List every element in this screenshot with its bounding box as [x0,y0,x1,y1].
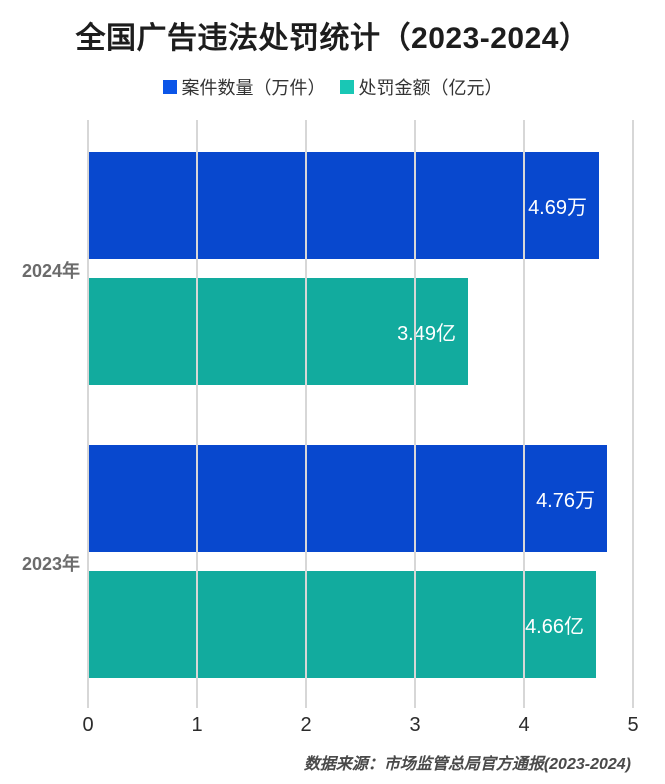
legend-label-fines: 处罚金额（亿元） [358,78,503,98]
x-tick-label-4: 4 [518,714,530,736]
bar-value-label: 4.69万 [528,197,587,219]
x-tick-label-0: 0 [82,714,94,736]
bar-value-label: 4.66亿 [525,616,584,638]
bar-value-label: 4.76万 [536,490,595,512]
x-tick-label-5: 5 [627,714,639,736]
x-tick-label-1: 1 [191,714,203,736]
gridline-x5 [632,120,634,708]
category-label-2023年: 2023年 [21,554,80,574]
legend-label-cases: 案件数量（万件） [181,78,326,98]
bar-value-label: 3.49亿 [397,323,456,345]
chart-title: 全国广告违法处罚统计（2023-2024） [75,22,590,55]
category-label-2024年: 2024年 [21,261,80,281]
x-tick-label-2: 2 [300,714,312,736]
legend-swatch-cases-icon [162,80,177,94]
bar-2023年-series1: 4.66亿 [88,571,596,678]
legend-item-cases: 案件数量（万件） [162,74,326,100]
legend-item-fines: 处罚金额（亿元） [339,74,503,100]
bar-2023年-series0: 4.76万 [88,445,607,552]
bar-2024年-series1: 3.49亿 [88,278,468,385]
legend: 案件数量（万件） 处罚金额（亿元） [0,74,665,100]
source-note: 数据来源：市场监管总局官方通报(2023-2024) [303,756,631,773]
legend-swatch-fines-icon [339,80,354,94]
x-tick-label-3: 3 [409,714,421,736]
bar-2024年-series0: 4.69万 [88,152,599,259]
